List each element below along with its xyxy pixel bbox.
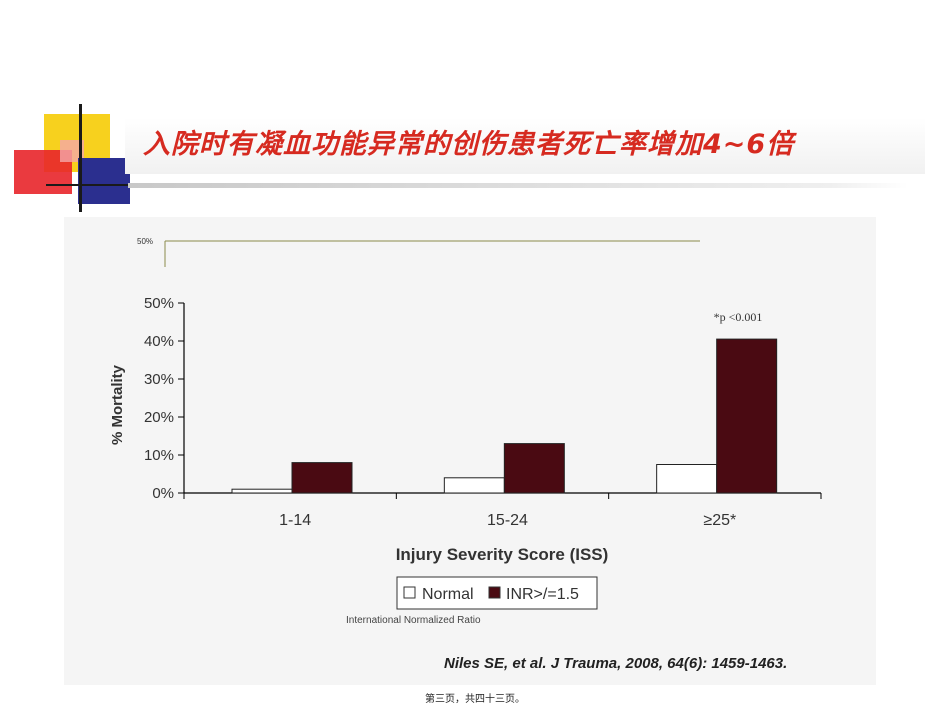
y-tick-label: 30%	[144, 371, 174, 388]
legend-swatch-inr	[488, 586, 501, 599]
title-underline	[128, 183, 908, 188]
y-tick-label: 50%	[144, 295, 174, 312]
decor-vertical-line	[79, 104, 82, 212]
top-artifact-label: 50%	[137, 237, 153, 246]
citation: Niles SE, et al. J Trauma, 2008, 64(6): …	[444, 655, 787, 672]
bar-normal-2	[443, 477, 505, 494]
chart-panel: 50% 0% 10% 20% 30% 40% 50% 1-14 15-24 ≥25* % Mo…	[64, 217, 876, 685]
y-axis-title: % Mortality	[109, 364, 126, 445]
legend-label-inr: INR>/=1.5	[506, 586, 579, 603]
y-tick-label: 40%	[144, 333, 174, 350]
legend: Normal INR>/=1.5	[396, 576, 598, 610]
legend-label-normal: Normal	[422, 586, 474, 603]
legend-swatch-normal	[403, 586, 416, 599]
x-category-label: 15-24	[487, 512, 528, 529]
title-bar	[125, 118, 925, 174]
significance-annotation: *p <0.001	[714, 310, 763, 324]
y-tick-label: 10%	[144, 447, 174, 464]
x-category-label: ≥25*	[703, 512, 736, 529]
bar-inr-1	[291, 462, 353, 494]
y-tick-label: 20%	[144, 409, 174, 426]
page-footer: 第三页，共四十三页。	[425, 694, 525, 705]
bar-normal-1	[231, 488, 293, 494]
bar-inr-2	[503, 443, 565, 494]
x-axis-title: Injury Severity Score (ISS)	[396, 545, 609, 564]
decor-horizontal-line	[46, 184, 128, 186]
bar-chart: 50% 0% 10% 20% 30% 40% 50% 1-14 15-24 ≥25* % Mo…	[109, 237, 822, 672]
slide-title: 入院时有凝血功能异常的创伤患者死亡率增加4~6倍	[143, 129, 795, 160]
x-category-label: 1-14	[279, 512, 311, 529]
bar-inr-3	[716, 338, 778, 494]
decor-blue-square	[78, 158, 130, 204]
decor-pink-square	[60, 140, 84, 162]
y-tick-label: 0%	[152, 485, 174, 502]
bar-normal-3	[656, 464, 718, 494]
legend-footnote: International Normalized Ratio	[346, 615, 481, 626]
